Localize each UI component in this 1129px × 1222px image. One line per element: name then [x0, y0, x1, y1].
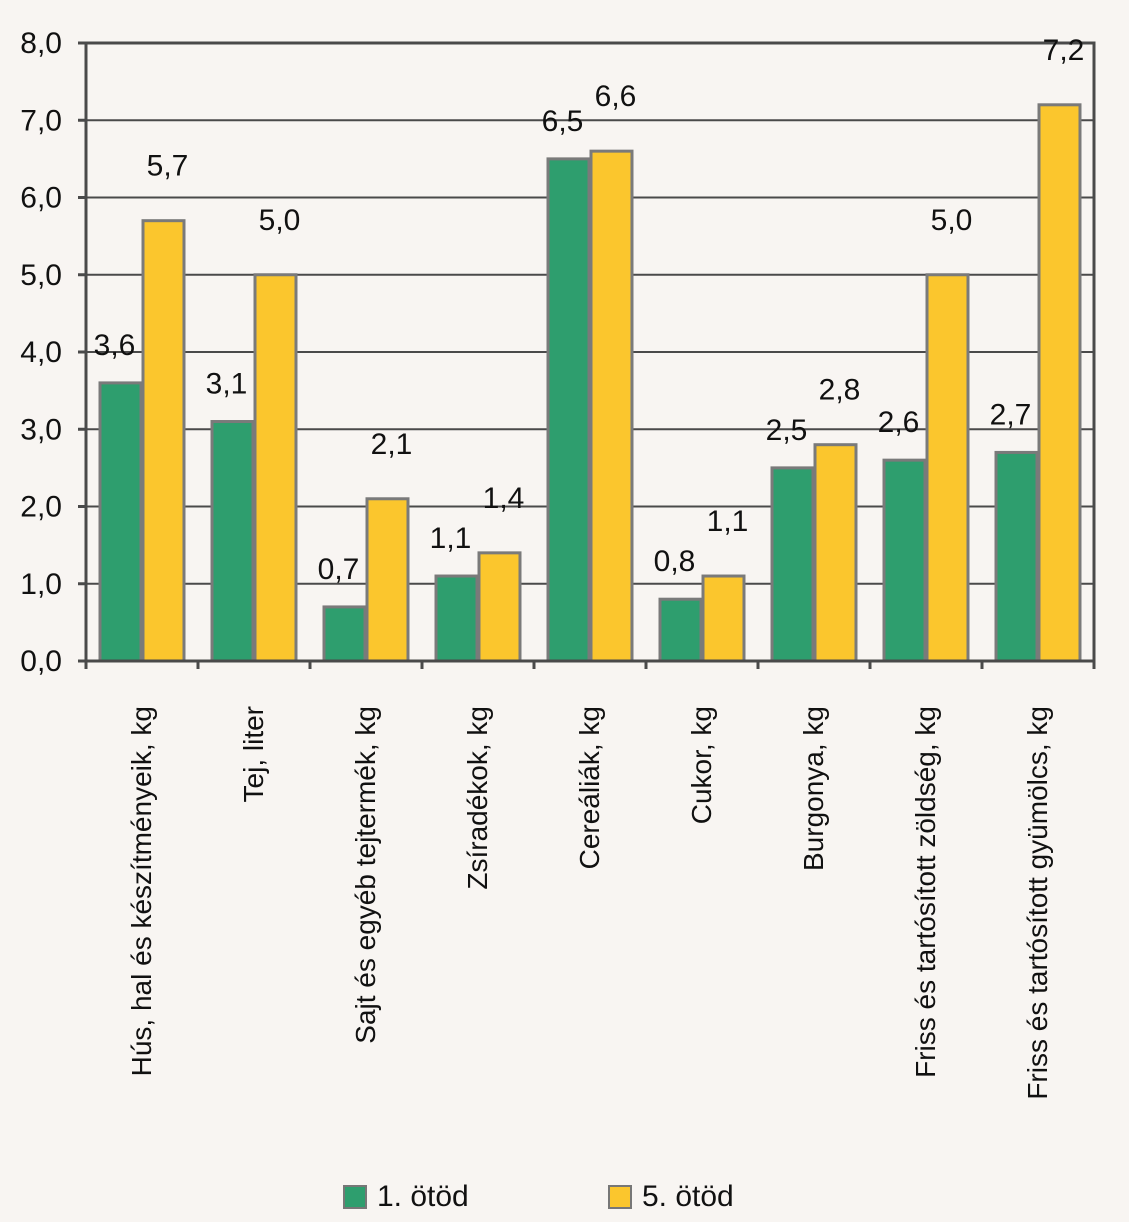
data-label-series-2: 5,0	[931, 204, 973, 237]
data-label-series-1: 0,8	[654, 545, 696, 578]
bar-chart: 0,0 1,0 2,0 3,0 4,0 5,0 6,0 7,0 8,0 3,6 5,7 3,1 5,0…	[20, 27, 1096, 1100]
y-tick-label: 2,0	[20, 491, 62, 524]
bar-series-2	[701, 574, 746, 663]
bar-series-2	[477, 551, 522, 663]
data-label-series-2: 1,1	[707, 505, 749, 538]
category-label: Tej, liter	[238, 706, 269, 802]
y-tick-label: 1,0	[20, 568, 62, 601]
category-label: Friss és tartósított gyümölcs, kg	[1022, 706, 1053, 1100]
y-tick-label: 6,0	[20, 182, 62, 215]
bar-series-2	[1037, 103, 1082, 663]
data-label-series-1: 3,6	[94, 329, 136, 362]
legend-swatch-series-2	[608, 1185, 632, 1209]
y-tick-label: 3,0	[20, 413, 62, 446]
bar-series-1	[434, 574, 479, 663]
bars	[98, 103, 1082, 663]
bar-series-1	[770, 466, 815, 663]
y-tick-label: 7,0	[20, 104, 62, 137]
legend: 1. ötöd 5. ötöd	[0, 1180, 1129, 1220]
data-label-series-2: 7,2	[1043, 34, 1085, 67]
legend-label-series-2: 5. ötöd	[642, 1180, 734, 1213]
legend-swatch-series-1	[343, 1185, 367, 1209]
category-label: Cereáliák, kg	[574, 706, 605, 869]
category-label: Cukor, kg	[686, 706, 717, 824]
bar-series-1	[658, 597, 703, 663]
data-label-series-2: 2,1	[371, 428, 413, 461]
data-label-series-2: 5,0	[259, 204, 301, 237]
plot-frame	[78, 41, 1096, 669]
data-label-series-2: 6,6	[595, 80, 637, 113]
legend-item-series-1: 1. ötöd	[343, 1180, 469, 1214]
data-label-series-1: 3,1	[206, 368, 248, 401]
bar-series-2	[589, 149, 634, 663]
category-label: Zsíradékok, kg	[462, 706, 493, 890]
y-tick-label: 4,0	[20, 336, 62, 369]
data-label-series-2: 5,7	[147, 150, 189, 183]
y-tick-label: 0,0	[20, 645, 62, 678]
category-label: Hús, hal és készítményeik, kg	[126, 706, 157, 1076]
bar-series-1	[994, 450, 1039, 663]
data-label-series-2: 1,4	[483, 482, 525, 515]
legend-item-series-2: 5. ötöd	[608, 1180, 734, 1214]
bar-series-1	[546, 157, 591, 663]
category-label: Friss és tartósított zöldség, kg	[910, 706, 941, 1078]
bar-series-1	[210, 420, 255, 663]
y-tick-label: 8,0	[20, 27, 62, 60]
bar-series-2	[365, 497, 410, 663]
data-label-series-1: 2,7	[990, 398, 1032, 431]
bar-series-1	[882, 458, 927, 663]
category-label: Sajt és egyéb tejtermék, kg	[350, 706, 381, 1044]
data-label-series-1: 0,7	[318, 553, 360, 586]
data-label-series-1: 1,1	[430, 522, 472, 555]
bar-series-2	[925, 273, 970, 663]
legend-label-series-1: 1. ötöd	[377, 1180, 469, 1213]
bar-series-1	[322, 605, 367, 663]
data-label-series-1: 6,5	[542, 105, 584, 138]
category-label: Burgonya, kg	[798, 706, 829, 871]
data-label-series-1: 2,5	[766, 414, 808, 447]
data-label-series-1: 2,6	[878, 406, 920, 439]
data-labels: 3,6 5,7 3,1 5,0 0,7 2,1 1,1 1,4 6,5 6,6 0,8 1,1 2,5 2…	[94, 34, 1085, 586]
data-label-series-2: 2,8	[819, 374, 861, 407]
y-axis-ticks: 0,0 1,0 2,0 3,0 4,0 5,0 6,0 7,0 8,0	[20, 27, 62, 678]
bar-series-1	[98, 381, 143, 663]
bar-series-2	[253, 273, 298, 663]
bar-series-2	[813, 443, 858, 663]
category-labels: Hús, hal és készítményeik, kg Tej, liter S…	[126, 706, 1053, 1100]
bar-series-2	[141, 219, 186, 663]
y-tick-label: 5,0	[20, 259, 62, 292]
